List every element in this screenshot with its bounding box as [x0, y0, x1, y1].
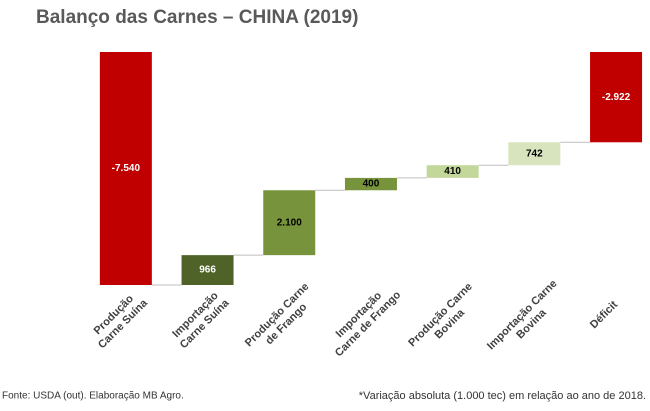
- bar: [263, 190, 316, 256]
- x-tick-label-line: Déficit: [588, 299, 620, 331]
- value-label: 966: [199, 265, 216, 276]
- value-label: 400: [363, 179, 380, 190]
- bar: [344, 177, 397, 191]
- bar: [181, 255, 234, 285]
- source-note: Fonte: USDA (out). Elaboração MB Agro.: [2, 391, 184, 402]
- chart-title: Balanço das Carnes – CHINA (2019): [36, 7, 358, 28]
- value-label: -2.922: [602, 92, 631, 103]
- x-tick-label: Déficit: [588, 299, 620, 331]
- bar: [508, 142, 561, 166]
- footnote: *Variação absoluta (1.000 tec) em relaçã…: [359, 390, 646, 402]
- value-label: 742: [526, 148, 543, 159]
- bar: [590, 52, 643, 143]
- bar: [426, 165, 479, 178]
- value-label: 410: [444, 166, 461, 177]
- bar: [99, 52, 152, 285]
- value-label: -7.540: [112, 163, 141, 174]
- value-label: 2.100: [277, 217, 302, 228]
